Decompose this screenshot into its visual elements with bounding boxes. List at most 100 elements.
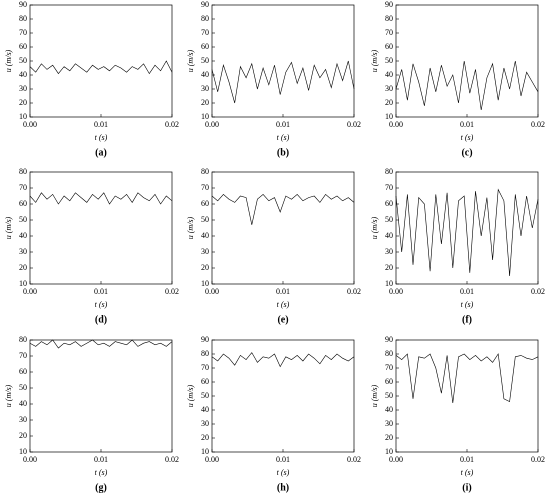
y-axis-label: u (m/s) bbox=[186, 49, 195, 72]
y-tick-label: 10 bbox=[19, 447, 27, 456]
panel-caption: (a) bbox=[95, 147, 107, 158]
y-tick-label: 30 bbox=[385, 419, 393, 428]
y-tick-label: 20 bbox=[201, 98, 209, 107]
x-axis-label: t (s) bbox=[95, 468, 108, 477]
y-tick-label: 50 bbox=[201, 391, 209, 400]
x-tick-label: 0.00 bbox=[23, 120, 37, 129]
x-tick-label: 0.01 bbox=[94, 287, 108, 296]
y-tick-label: 50 bbox=[201, 215, 209, 224]
y-tick-label: 40 bbox=[201, 231, 209, 240]
x-tick-label: 0.00 bbox=[389, 455, 403, 464]
x-axis-label: t (s) bbox=[277, 300, 290, 309]
y-tick-label: 90 bbox=[201, 0, 209, 9]
x-axis-label: t (s) bbox=[461, 300, 474, 309]
x-tick-label: 0.02 bbox=[347, 120, 361, 129]
y-tick-label: 20 bbox=[385, 98, 393, 107]
y-tick-label: 90 bbox=[385, 0, 393, 9]
x-tick-label: 0.01 bbox=[276, 120, 290, 129]
x-axis-label: t (s) bbox=[277, 468, 290, 477]
y-tick-label: 30 bbox=[19, 84, 27, 93]
y-tick-label: 30 bbox=[385, 84, 393, 93]
y-tick-label: 50 bbox=[19, 215, 27, 224]
y-tick-label: 80 bbox=[19, 167, 27, 176]
y-tick-label: 80 bbox=[201, 167, 209, 176]
y-tick-label: 70 bbox=[385, 363, 393, 372]
y-axis-label: u (m/s) bbox=[370, 216, 379, 239]
y-tick-label: 60 bbox=[201, 199, 209, 208]
y-tick-label: 80 bbox=[201, 14, 209, 23]
x-axis-label: t (s) bbox=[95, 133, 108, 142]
y-tick-label: 80 bbox=[385, 167, 393, 176]
y-tick-label: 30 bbox=[201, 247, 209, 256]
x-tick-label: 0.02 bbox=[347, 287, 361, 296]
panel-caption: (g) bbox=[95, 482, 107, 493]
x-tick-label: 0.02 bbox=[531, 455, 545, 464]
plot-frame bbox=[29, 171, 173, 285]
x-tick-label: 0.00 bbox=[205, 455, 219, 464]
y-axis-label: u (m/s) bbox=[4, 384, 13, 407]
x-tick-label: 0.02 bbox=[347, 455, 361, 464]
x-tick-label: 0.01 bbox=[276, 287, 290, 296]
y-tick-label: 50 bbox=[19, 56, 27, 65]
y-tick-label: 30 bbox=[201, 84, 209, 93]
y-tick-label: 10 bbox=[201, 447, 209, 456]
y-tick-label: 40 bbox=[19, 399, 27, 408]
signal-line bbox=[29, 339, 173, 349]
signal-line bbox=[211, 193, 355, 225]
y-tick-label: 80 bbox=[201, 349, 209, 358]
x-axis-label: t (s) bbox=[461, 133, 474, 142]
panel-caption: (f) bbox=[462, 314, 472, 325]
y-tick-label: 40 bbox=[201, 405, 209, 414]
y-tick-label: 70 bbox=[385, 28, 393, 37]
signal-line bbox=[29, 60, 173, 75]
plot-frame bbox=[211, 4, 355, 118]
y-tick-label: 40 bbox=[19, 70, 27, 79]
y-tick-label: 50 bbox=[201, 56, 209, 65]
y-tick-label: 70 bbox=[385, 183, 393, 192]
x-tick-label: 0.02 bbox=[531, 120, 545, 129]
y-tick-label: 20 bbox=[385, 263, 393, 272]
x-tick-label: 0.02 bbox=[165, 455, 179, 464]
y-tick-label: 70 bbox=[19, 351, 27, 360]
plot-frame bbox=[29, 339, 173, 453]
panel-caption: (i) bbox=[462, 482, 471, 493]
signal-line bbox=[395, 60, 539, 111]
y-tick-label: 20 bbox=[19, 431, 27, 440]
y-tick-label: 10 bbox=[385, 112, 393, 121]
y-tick-label: 30 bbox=[19, 415, 27, 424]
y-tick-label: 70 bbox=[19, 183, 27, 192]
y-tick-label: 50 bbox=[19, 383, 27, 392]
y-tick-label: 20 bbox=[201, 263, 209, 272]
x-tick-label: 0.01 bbox=[276, 455, 290, 464]
panel-caption: (h) bbox=[277, 482, 289, 493]
y-tick-label: 40 bbox=[385, 231, 393, 240]
y-tick-label: 90 bbox=[385, 335, 393, 344]
x-tick-label: 0.01 bbox=[460, 287, 474, 296]
y-tick-label: 20 bbox=[201, 433, 209, 442]
x-tick-label: 0.02 bbox=[165, 287, 179, 296]
y-tick-label: 90 bbox=[201, 335, 209, 344]
y-tick-label: 80 bbox=[385, 14, 393, 23]
y-tick-label: 70 bbox=[19, 28, 27, 37]
panel-caption: (e) bbox=[277, 314, 288, 325]
y-tick-label: 10 bbox=[385, 447, 393, 456]
signal-line bbox=[211, 352, 355, 368]
y-tick-label: 70 bbox=[201, 183, 209, 192]
y-axis-label: u (m/s) bbox=[186, 384, 195, 407]
y-tick-label: 10 bbox=[201, 279, 209, 288]
plot-frame bbox=[395, 171, 539, 285]
y-tick-label: 60 bbox=[201, 377, 209, 386]
y-axis-label: u (m/s) bbox=[4, 216, 13, 239]
signal-line bbox=[211, 60, 355, 104]
y-tick-label: 30 bbox=[19, 247, 27, 256]
x-tick-label: 0.00 bbox=[389, 287, 403, 296]
y-tick-label: 60 bbox=[19, 199, 27, 208]
y-tick-label: 80 bbox=[19, 335, 27, 344]
plot-frame bbox=[211, 339, 355, 453]
y-tick-label: 50 bbox=[385, 215, 393, 224]
y-axis-label: u (m/s) bbox=[4, 49, 13, 72]
x-tick-label: 0.00 bbox=[23, 287, 37, 296]
y-tick-label: 40 bbox=[19, 231, 27, 240]
x-tick-label: 0.01 bbox=[460, 455, 474, 464]
y-tick-label: 60 bbox=[385, 199, 393, 208]
